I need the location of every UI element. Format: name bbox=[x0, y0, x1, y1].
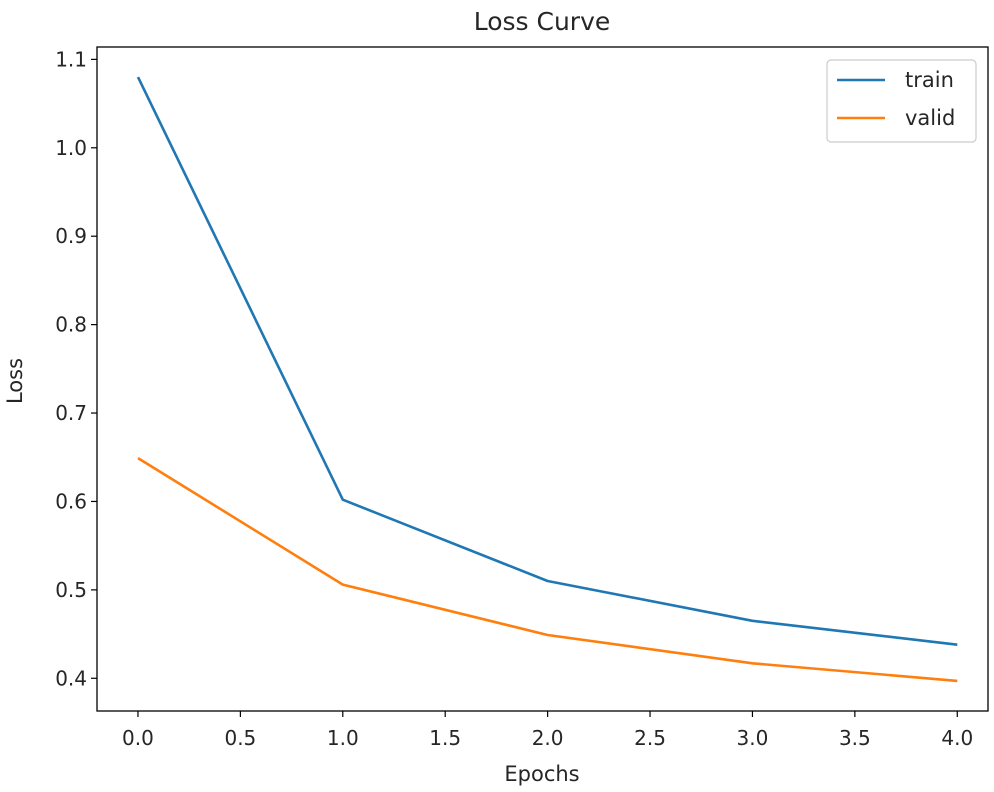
x-tick-label: 3.0 bbox=[737, 726, 769, 750]
x-tick-label: 0.0 bbox=[122, 726, 154, 750]
y-tick-label: 1.0 bbox=[55, 136, 87, 160]
x-tick-label: 2.0 bbox=[532, 726, 564, 750]
y-tick-label: 0.4 bbox=[55, 666, 87, 690]
y-axis-label: Loss bbox=[3, 358, 27, 404]
x-tick-label: 4.0 bbox=[941, 726, 973, 750]
y-tick-label: 0.9 bbox=[55, 224, 87, 248]
x-tick-label: 2.5 bbox=[634, 726, 666, 750]
y-tick-label: 0.7 bbox=[55, 401, 87, 425]
x-tick-label: 1.0 bbox=[327, 726, 359, 750]
x-tick-label: 1.5 bbox=[429, 726, 461, 750]
chart-title: Loss Curve bbox=[474, 7, 611, 36]
x-axis-label: Epochs bbox=[504, 762, 579, 786]
y-tick-label: 0.5 bbox=[55, 578, 87, 602]
legend-label-valid: valid bbox=[905, 106, 955, 130]
y-tick-label: 0.6 bbox=[55, 489, 87, 513]
series-line-train bbox=[136, 76, 958, 646]
legend: train valid bbox=[826, 59, 977, 143]
y-tick-label: 0.8 bbox=[55, 313, 87, 337]
y-tick-label: 1.1 bbox=[55, 47, 87, 71]
x-tick-label: 0.5 bbox=[224, 726, 256, 750]
series-line-valid bbox=[137, 456, 958, 683]
legend-label-train: train bbox=[905, 68, 954, 92]
plot-area: 0.0 0.5 1.0 1.5 2.0 2.5 3.0 3.5 4.0 0.4 0.5 0.6 0.7 0… bbox=[55, 46, 989, 750]
x-tick-label: 3.5 bbox=[839, 726, 871, 750]
plot-frame bbox=[96, 46, 989, 712]
